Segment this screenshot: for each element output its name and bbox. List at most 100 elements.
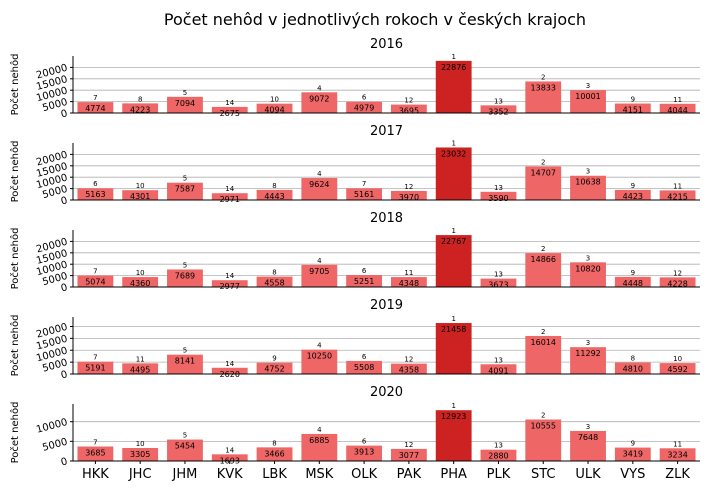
rank-label: 9 xyxy=(631,96,635,104)
bar-PAK xyxy=(390,448,427,461)
rank-label: 9 xyxy=(272,355,276,363)
rank-label: 11 xyxy=(673,182,682,190)
bar-HKK xyxy=(77,361,114,374)
x-tick-label: PHA xyxy=(440,467,467,482)
bar-PHA xyxy=(435,60,472,113)
value-label: 7689 xyxy=(175,271,195,280)
value-label: 9624 xyxy=(309,180,329,189)
bar-PAK xyxy=(390,104,427,113)
rank-label: 14 xyxy=(225,99,234,107)
rank-label: 7 xyxy=(93,94,97,102)
value-label: 4423 xyxy=(623,192,643,201)
bar-HKK xyxy=(77,275,114,287)
value-label: 4810 xyxy=(623,365,643,374)
value-label: 4223 xyxy=(130,105,150,114)
value-label: 14707 xyxy=(531,168,556,177)
value-label: 5161 xyxy=(354,190,374,199)
bar-LBK xyxy=(256,447,293,461)
rank-label: 9 xyxy=(631,269,635,277)
bar-ULK xyxy=(570,175,606,200)
value-label: 8141 xyxy=(175,357,195,366)
value-label: 23032 xyxy=(441,149,466,158)
rank-label: 1 xyxy=(451,227,455,235)
value-label: 9705 xyxy=(309,267,329,276)
rank-label: 9 xyxy=(631,440,635,448)
value-label: 3352 xyxy=(488,107,508,116)
rank-label: 12 xyxy=(404,97,413,105)
rank-label: 7 xyxy=(93,267,97,275)
rank-label: 11 xyxy=(404,269,413,277)
value-label: 5191 xyxy=(85,364,105,373)
rank-label: 1 xyxy=(451,53,455,61)
bar-PLK xyxy=(480,191,517,200)
y-axis-label: Počet nehôd xyxy=(9,402,21,464)
rank-label: 4 xyxy=(317,342,322,350)
value-label: 14866 xyxy=(531,255,556,264)
rank-label: 3 xyxy=(586,339,590,347)
bar-JHM xyxy=(167,354,203,374)
rank-label: 4 xyxy=(317,84,322,92)
rank-label: 5 xyxy=(183,89,187,97)
value-label: 3419 xyxy=(623,450,643,459)
value-label: 22767 xyxy=(441,237,466,246)
value-label: 4774 xyxy=(85,104,105,113)
rank-label: 6 xyxy=(362,438,367,446)
value-label: 7648 xyxy=(578,433,598,442)
y-tick-label: 0 xyxy=(60,282,69,294)
panel-title: 2020 xyxy=(370,385,403,400)
panel-title: 2017 xyxy=(370,124,403,139)
value-label: 4979 xyxy=(354,104,374,113)
rank-label: 14 xyxy=(225,272,234,280)
value-label: 4358 xyxy=(399,366,419,375)
bar-KVK xyxy=(211,367,248,374)
rank-label: 13 xyxy=(494,97,503,105)
bar-PLK xyxy=(480,364,517,374)
value-label: 5074 xyxy=(85,277,105,286)
bar-HKK xyxy=(77,188,114,200)
rank-label: 4 xyxy=(317,170,322,178)
rank-label: 14 xyxy=(225,446,234,454)
value-label: 3590 xyxy=(488,194,508,203)
rank-label: 6 xyxy=(93,180,98,188)
rank-label: 1 xyxy=(451,402,455,410)
bar-HKK xyxy=(77,446,114,461)
rank-label: 5 xyxy=(183,432,187,440)
rank-label: 5 xyxy=(183,261,187,269)
bar-PAK xyxy=(390,190,427,200)
bar-LBK xyxy=(256,189,293,200)
value-label: 13833 xyxy=(531,83,556,92)
value-label: 2880 xyxy=(488,452,508,461)
rank-label: 7 xyxy=(362,180,366,188)
value-label: 4094 xyxy=(264,106,284,115)
value-label: 3695 xyxy=(399,107,419,116)
rank-label: 3 xyxy=(586,168,590,176)
rank-label: 12 xyxy=(404,441,413,449)
value-label: 16014 xyxy=(531,338,556,347)
rank-label: 1 xyxy=(451,315,455,323)
x-tick-label: VYS xyxy=(620,467,645,482)
bar-PAK xyxy=(390,363,427,374)
rank-label: 10 xyxy=(136,269,145,277)
rank-label: 10 xyxy=(136,182,145,190)
rank-label: 14 xyxy=(225,185,234,193)
bar-JHC xyxy=(122,277,159,287)
rank-label: 11 xyxy=(136,355,145,363)
bar-PHA xyxy=(435,147,472,200)
value-label: 3673 xyxy=(488,281,508,290)
x-tick-label: STC xyxy=(531,467,556,482)
rank-label: 5 xyxy=(183,347,187,355)
y-tick-label: 0 xyxy=(60,456,69,468)
y-tick-label: 0 xyxy=(60,195,69,207)
bar-KVK xyxy=(211,193,248,200)
bar-OLK xyxy=(346,360,383,374)
bar-ZLK xyxy=(659,190,696,200)
bar-JHC xyxy=(122,190,159,200)
bar-MSK xyxy=(301,264,338,287)
value-label: 7094 xyxy=(175,99,195,108)
value-label: 5454 xyxy=(175,442,195,451)
